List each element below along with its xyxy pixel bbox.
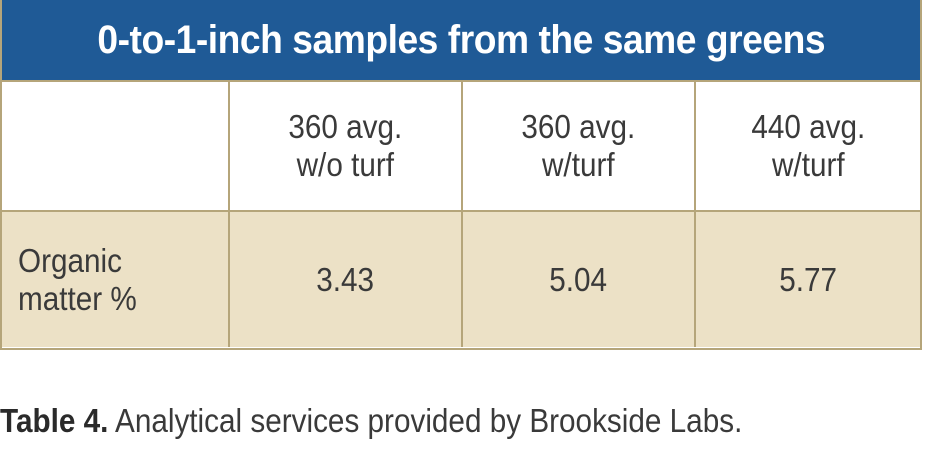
header-cell-360-with-turf: 360 avg. w/turf bbox=[463, 82, 696, 212]
table-title: 0-to-1-inch samples from the same greens bbox=[97, 17, 825, 62]
header-cell-440-with-turf: 440 avg. w/turf bbox=[696, 82, 920, 212]
table-caption: Table 4. Analytical services provided by… bbox=[0, 402, 742, 440]
data-table: 0-to-1-inch samples from the same greens… bbox=[0, 0, 922, 350]
value-cell: 5.77 bbox=[696, 212, 920, 347]
header-cell-360-without-turf: 360 avg. w/o turf bbox=[230, 82, 463, 212]
table-title-bar: 0-to-1-inch samples from the same greens bbox=[2, 0, 920, 82]
row-label-organic-matter: Organic matter % bbox=[2, 212, 230, 347]
value-cell: 3.43 bbox=[230, 212, 463, 347]
table-grid: 360 avg. w/o turf 360 avg. w/turf 440 av… bbox=[2, 82, 920, 347]
caption-label: Table 4. bbox=[0, 402, 109, 439]
value-cell: 5.04 bbox=[463, 212, 696, 347]
header-cell-empty bbox=[2, 82, 230, 212]
caption-text: Analytical services provided by Brooksid… bbox=[108, 402, 743, 439]
